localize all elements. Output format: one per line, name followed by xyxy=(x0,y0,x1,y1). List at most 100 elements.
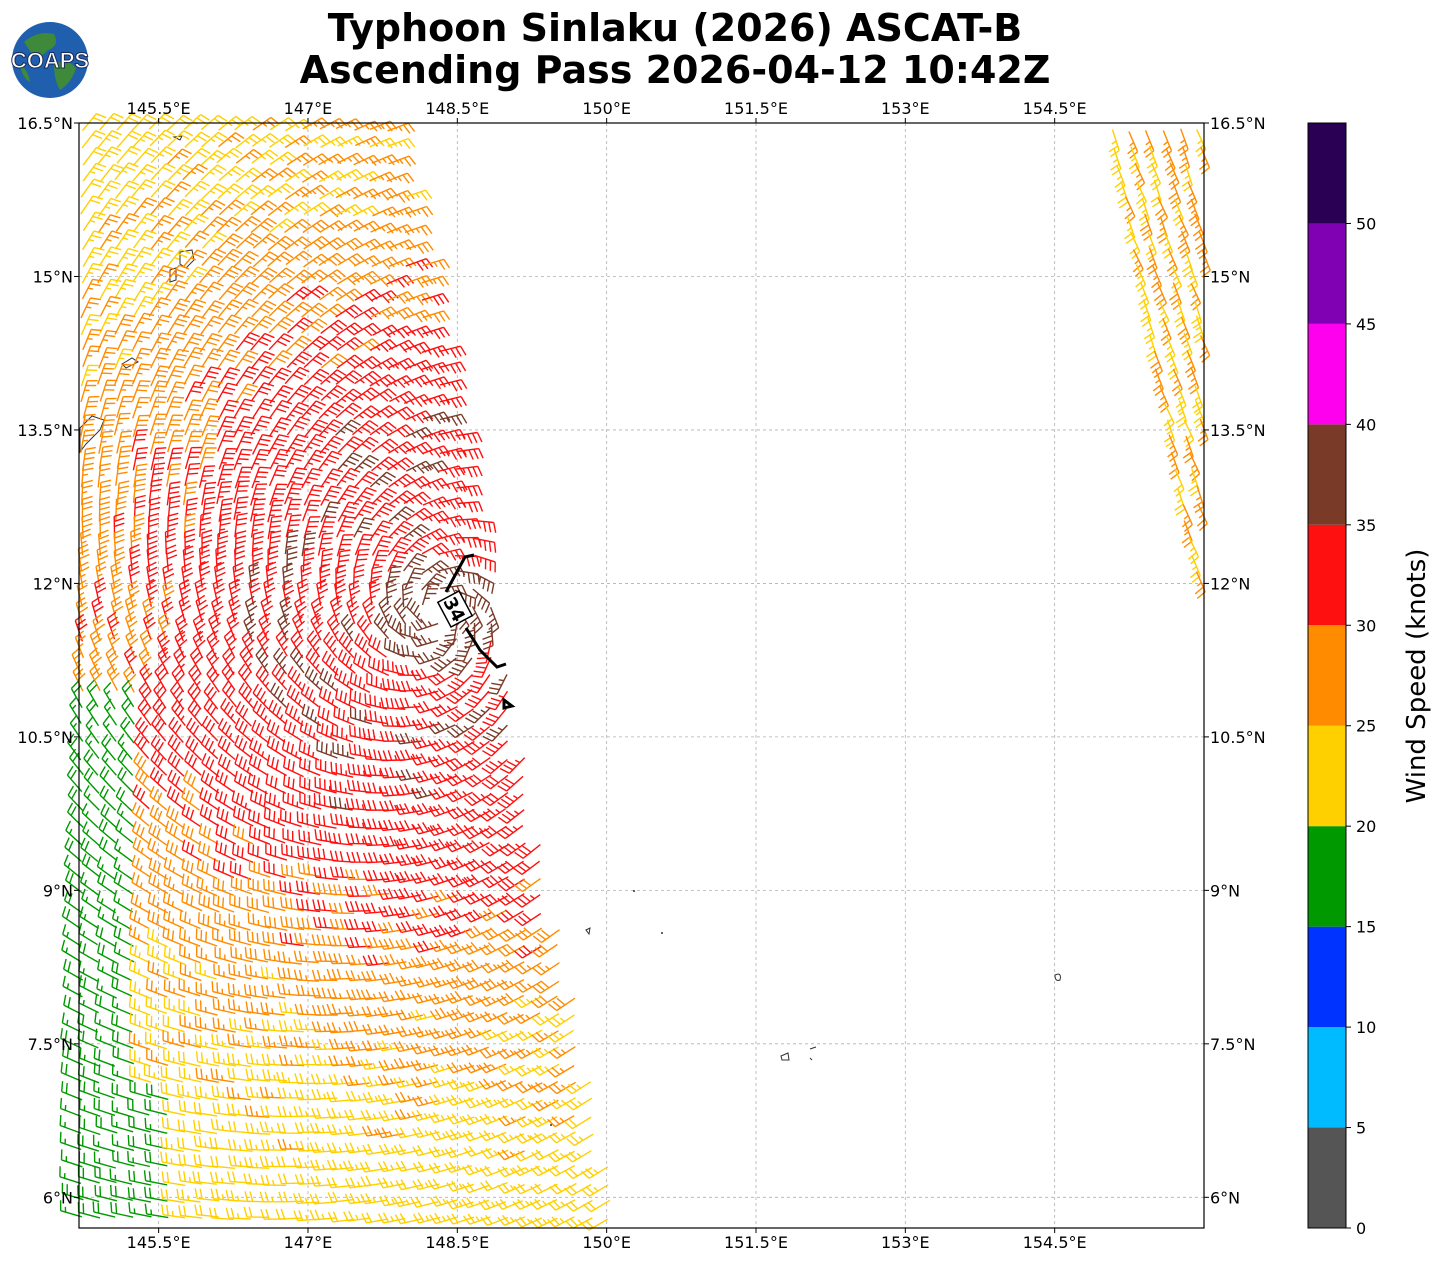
wind-barb xyxy=(465,707,491,724)
wind-barb xyxy=(244,964,269,980)
wind-barb xyxy=(344,1193,372,1205)
wind-barb xyxy=(133,229,157,249)
wind-barb xyxy=(149,413,168,436)
wind-barb xyxy=(82,328,102,351)
wind-barb xyxy=(1189,453,1201,482)
wind-barb xyxy=(319,117,348,130)
wind-barb xyxy=(420,477,449,491)
wind-barb xyxy=(421,460,450,474)
wind-barb xyxy=(394,732,422,745)
wind-barb xyxy=(294,1003,320,1016)
wind-barb xyxy=(447,739,475,754)
wind-barb xyxy=(276,1122,303,1134)
wind-barb xyxy=(548,1046,576,1059)
wind-barb xyxy=(496,959,525,973)
wind-barb xyxy=(336,337,364,351)
wind-barb xyxy=(129,979,151,999)
wind-barb xyxy=(438,361,467,374)
wind-barb xyxy=(335,688,356,710)
wind-barb xyxy=(150,365,171,387)
wind-barb xyxy=(318,419,344,437)
wind-barb xyxy=(267,434,290,455)
wind-barb xyxy=(284,236,312,251)
wind-barb xyxy=(336,272,365,286)
wind-barb xyxy=(359,1161,387,1173)
wind-barb xyxy=(348,743,373,759)
wind-barb xyxy=(514,980,543,993)
colorbar-segment xyxy=(1308,1027,1346,1128)
wind-barb xyxy=(116,113,142,131)
wind-barb xyxy=(367,634,387,658)
wind-barb xyxy=(405,507,433,522)
wind-barb xyxy=(395,1025,424,1038)
island-outline xyxy=(809,1046,817,1061)
wind-barb xyxy=(64,870,84,895)
wind-barb xyxy=(167,734,184,760)
wind-barb xyxy=(216,382,238,403)
wind-barb xyxy=(394,803,422,816)
colorbar-segment xyxy=(1308,123,1346,224)
wind-barb xyxy=(115,461,130,486)
wind-barb xyxy=(133,212,158,232)
wind-barb xyxy=(261,984,286,999)
wind-barb xyxy=(295,984,322,997)
wind-barb xyxy=(368,655,390,677)
wind-barb xyxy=(244,1157,270,1169)
wind-barb xyxy=(328,832,353,846)
wind-barb xyxy=(393,837,421,850)
wind-barb xyxy=(532,980,560,994)
wind-barb xyxy=(211,1085,236,1100)
wind-barb xyxy=(252,547,264,574)
wind-barb xyxy=(345,1040,372,1052)
wind-barb xyxy=(176,1188,201,1203)
wind-barb xyxy=(1178,146,1191,174)
wind-barb xyxy=(179,909,201,930)
wind-barb xyxy=(146,1048,169,1066)
wind-barb xyxy=(482,708,507,727)
wind-barb xyxy=(313,866,338,881)
wind-barb xyxy=(303,235,331,250)
wind-barb xyxy=(97,180,121,200)
wind-barb xyxy=(319,435,344,454)
wind-barb xyxy=(110,578,123,606)
wind-barb xyxy=(199,512,212,538)
wind-barb xyxy=(445,1129,473,1141)
wind-barb xyxy=(184,413,204,436)
wind-barb xyxy=(283,774,305,795)
wind-barb xyxy=(97,463,111,488)
wind-barb xyxy=(428,804,456,818)
wind-barb xyxy=(412,1178,440,1191)
wind-barb xyxy=(410,753,438,766)
wind-barb xyxy=(403,475,431,490)
wind-barb xyxy=(111,1029,134,1049)
wind-barb xyxy=(480,962,509,974)
wind-barb xyxy=(284,218,312,233)
wind-barb xyxy=(282,828,305,846)
wind-barb xyxy=(182,299,207,319)
wind-barb xyxy=(387,291,416,305)
wind-barb xyxy=(199,366,222,387)
wind-barb xyxy=(198,544,211,571)
wind-barb xyxy=(301,302,328,318)
wind-barb xyxy=(343,1075,370,1087)
wind-barb xyxy=(167,163,194,181)
wind-barb xyxy=(194,1034,218,1051)
wind-barb xyxy=(547,1065,575,1078)
wind-barb xyxy=(343,1210,370,1222)
wind-barb xyxy=(352,420,379,436)
wind-barb xyxy=(133,494,146,520)
wind-barb xyxy=(116,445,132,469)
wind-barb xyxy=(232,843,254,864)
wind-barb xyxy=(345,954,373,966)
wind-barb xyxy=(221,662,236,691)
wind-barb xyxy=(337,135,366,147)
wind-barb xyxy=(167,198,193,217)
wind-barb xyxy=(178,1205,203,1219)
wind-barb xyxy=(445,789,473,803)
wind-barb xyxy=(311,1107,338,1119)
wind-barb xyxy=(387,137,416,150)
wind-barb xyxy=(478,942,507,956)
wind-barb xyxy=(388,339,417,353)
wind-barb xyxy=(277,1138,304,1150)
wind-barb xyxy=(512,1012,541,1025)
